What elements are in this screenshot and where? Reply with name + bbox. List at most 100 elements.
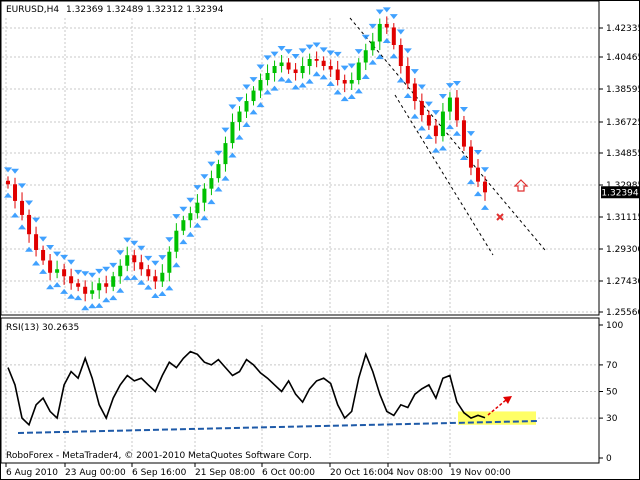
fractal-up-marker [165,237,174,243]
fractal-up-marker [67,259,76,265]
fractal-up-marker [431,110,440,116]
fractal-up-marker [53,251,62,257]
fractal-up-marker [242,84,251,90]
fractal-down-marker [340,96,349,102]
fractal-down-marker [193,222,202,228]
candle-body [139,262,144,270]
candle-body [27,214,32,235]
rsi-line [7,350,486,427]
fractal-up-marker [424,101,433,107]
fractal-up-marker [347,63,356,69]
fractal-down-marker [291,84,300,90]
candle-body [454,97,459,121]
fractal-down-marker [60,288,69,294]
fractal-up-marker [144,255,153,261]
fractal-down-marker [95,302,104,308]
candle-body [328,66,333,70]
rsi-tick-label: 30 [606,414,618,424]
price-panel[interactable]: 1.42335 1.40465 1.38595 1.36725 1.34855 1.329… [0,0,640,318]
time-tick-label: 19 Nov 00:00 [450,468,511,478]
price-tick-label: 1.32985 [606,181,640,191]
fractal-down-marker [179,239,188,245]
candle-body [286,62,291,70]
candle-body [146,269,151,277]
rsi-arrow-shaft [487,399,507,416]
fractal-down-marker [319,74,328,80]
time-tick-label: 6 Oct 00:00 [262,468,315,478]
fractal-up-marker [32,217,41,223]
fractal-up-marker [4,167,12,173]
fractal-down-marker [403,92,412,98]
fractal-down-marker [67,293,76,299]
fractal-up-marker [221,127,230,133]
candle-body [440,111,445,137]
candle-body [160,272,165,282]
fractal-up-marker [102,266,111,272]
fractal-up-marker [410,69,419,75]
fractal-down-marker [382,37,391,43]
fractal-up-marker [459,106,468,112]
candle-body [62,269,67,277]
fractal-down-marker [4,192,12,198]
fractal-down-marker [46,284,55,290]
fractal-up-marker [305,44,314,50]
price-tick-label: 1.31115 [606,213,640,223]
fractal-down-marker [116,287,125,293]
price-tick-label: 1.27430 [606,277,640,287]
fractal-up-marker [95,268,104,274]
candle-body [97,283,102,291]
fractal-down-marker [424,133,433,139]
candle-body [314,58,319,61]
rsi-trendline-shape [17,420,539,434]
fractal-up-marker [214,150,223,156]
candle-body [209,178,214,189]
fractal-down-marker [354,88,363,94]
candle-body [475,167,480,182]
fractal-up-marker [361,34,370,40]
price-panel-border [0,0,600,316]
fractal-up-marker [319,47,328,53]
channel-upper-line [349,17,546,251]
fractal-down-marker [144,284,153,290]
fractal-down-marker [445,124,454,130]
fractal-down-marker [137,279,146,285]
fractal-down-marker [438,145,447,151]
candle-body [433,125,438,137]
fractal-up-marker [158,255,167,261]
fractal-down-marker [25,246,34,252]
fractal-down-marker [452,130,461,136]
price-tick-label: 1.38595 [606,85,640,95]
price-tick-label: 1.42335 [606,24,640,34]
fractal-down-marker [326,81,335,87]
fractal-down-marker [347,94,356,100]
fractal-down-marker [228,152,237,158]
candle-body [195,202,200,214]
candle-body [370,41,375,51]
candle-body [384,23,389,28]
candle-body [230,122,235,144]
candle-body [342,80,347,84]
arrow-up-shape [513,179,529,192]
time-tick-label: 6 Aug 2010 [6,468,58,478]
candle-body [272,66,277,74]
fractal-down-marker [207,199,216,205]
candle-body [398,44,403,67]
fractal-up-marker [389,14,398,20]
candle-body [300,66,305,74]
candle-body [237,111,242,123]
fractal-up-marker [481,167,489,173]
candle-body [258,80,263,91]
fractal-down-marker [102,297,111,303]
fractal-down-marker [396,77,405,83]
trend-channel [349,17,546,256]
fractal-up-marker [88,272,97,278]
fractal-up-marker [11,168,20,174]
fractal-up-marker [466,131,475,137]
rsi-panel[interactable]: 100 70 50 30 0 RSI(13) 30.2635 RoboForex - M… [0,317,623,464]
fractal-up-marker [368,23,377,29]
candle-body [83,286,88,294]
fractal-down-marker [172,262,181,268]
fractal-down-marker [277,76,286,82]
candle-body [132,255,137,263]
fractal-down-marker [312,71,321,77]
